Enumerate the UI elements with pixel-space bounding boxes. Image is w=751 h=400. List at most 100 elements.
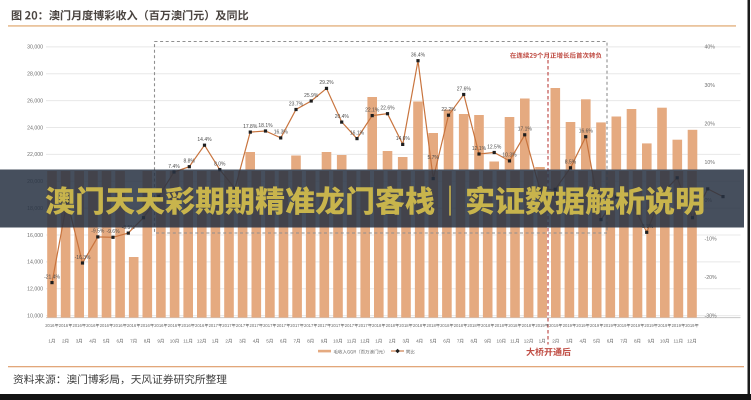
svg-text:12: 12 [197, 339, 203, 344]
svg-text:30,000: 30,000 [27, 45, 43, 51]
svg-text:2016: 2016 [45, 323, 55, 328]
svg-text:2016: 2016 [127, 323, 137, 328]
svg-text:2018: 2018 [399, 323, 409, 328]
svg-text:10: 10 [333, 339, 339, 344]
svg-text:2017: 2017 [209, 323, 219, 328]
svg-text:20.4%: 20.4% [335, 114, 350, 120]
svg-text:22.2%: 22.2% [441, 107, 456, 113]
svg-text:2018: 2018 [413, 323, 423, 328]
svg-text:8: 8 [471, 339, 474, 344]
svg-text:2018: 2018 [372, 323, 382, 328]
svg-text:2016: 2016 [113, 323, 123, 328]
svg-text:12.5%: 12.5% [487, 144, 502, 150]
svg-text:-30%: -30% [705, 313, 717, 319]
svg-text:2018: 2018 [440, 323, 450, 328]
svg-text:2019: 2019 [549, 323, 559, 328]
svg-text:17.1%: 17.1% [518, 127, 533, 133]
svg-text:1: 1 [375, 339, 378, 344]
svg-text:2018: 2018 [454, 323, 464, 328]
svg-text:4: 4 [253, 339, 256, 344]
svg-text:3: 3 [566, 339, 569, 344]
svg-text:40%: 40% [705, 45, 716, 51]
svg-text:2019: 2019 [672, 323, 682, 328]
svg-text:-9.5%: -9.5% [91, 229, 105, 235]
svg-text:22.6%: 22.6% [380, 106, 395, 112]
svg-text:8.5%: 8.5% [565, 160, 577, 166]
svg-text:1: 1 [48, 339, 51, 344]
svg-text:2016: 2016 [168, 323, 178, 328]
svg-text:9: 9 [648, 339, 651, 344]
svg-text:9: 9 [157, 339, 160, 344]
svg-text:23.7%: 23.7% [289, 101, 304, 107]
svg-text:14,000: 14,000 [27, 260, 43, 266]
svg-text:14.6%: 14.6% [396, 136, 411, 142]
svg-text:2018: 2018 [508, 323, 518, 328]
svg-text:4: 4 [416, 339, 419, 344]
svg-text:2019: 2019 [563, 323, 573, 328]
svg-text:7.4%: 7.4% [168, 164, 180, 170]
svg-text:27.6%: 27.6% [457, 86, 472, 92]
svg-text:8: 8 [307, 339, 310, 344]
svg-text:10: 10 [170, 339, 176, 344]
svg-text:2017: 2017 [318, 323, 328, 328]
svg-text:11: 11 [510, 339, 515, 344]
svg-text:3: 3 [76, 339, 79, 344]
svg-text:5: 5 [593, 339, 596, 344]
svg-text:2016: 2016 [195, 323, 205, 328]
svg-text:8.8%: 8.8% [183, 159, 195, 165]
svg-text:22.1%: 22.1% [365, 107, 380, 113]
svg-text:7: 7 [294, 339, 297, 344]
svg-text:10%: 10% [705, 160, 716, 166]
svg-text:25.9%: 25.9% [304, 93, 319, 99]
svg-text:2017: 2017 [331, 323, 341, 328]
svg-text:30%: 30% [705, 83, 716, 89]
svg-text:2018: 2018 [427, 323, 437, 328]
svg-text:16.6%: 16.6% [579, 129, 594, 135]
svg-text:16,000: 16,000 [27, 233, 43, 239]
svg-text:5: 5 [430, 339, 433, 344]
svg-text:5: 5 [266, 339, 269, 344]
svg-text:2019: 2019 [685, 323, 695, 328]
svg-text:7: 7 [620, 339, 623, 344]
svg-text:8.0%: 8.0% [214, 162, 226, 168]
svg-text:-21.4%: -21.4% [44, 274, 60, 280]
svg-text:8: 8 [634, 339, 637, 344]
svg-text:2019: 2019 [644, 323, 654, 328]
svg-text:2019: 2019 [658, 323, 668, 328]
svg-text:16.1%: 16.1% [350, 130, 365, 136]
svg-text:11: 11 [183, 339, 188, 344]
svg-text:12: 12 [687, 339, 693, 344]
svg-text:2018: 2018 [386, 323, 396, 328]
svg-text:2: 2 [552, 339, 555, 344]
svg-text:10,000: 10,000 [27, 313, 43, 319]
svg-text:2016: 2016 [181, 323, 191, 328]
svg-text:2019: 2019 [535, 323, 545, 328]
svg-text:7: 7 [457, 339, 460, 344]
svg-text:2016: 2016 [86, 323, 96, 328]
svg-text:6: 6 [443, 339, 446, 344]
svg-text:2017: 2017 [345, 323, 355, 328]
svg-text:7: 7 [130, 339, 133, 344]
svg-text:12: 12 [524, 339, 530, 344]
svg-text:2019: 2019 [631, 323, 641, 328]
svg-text:11: 11 [674, 339, 679, 344]
svg-text:3: 3 [403, 339, 406, 344]
svg-text:28,000: 28,000 [27, 72, 43, 78]
svg-text:12.1%: 12.1% [472, 146, 487, 152]
svg-text:2017: 2017 [290, 323, 300, 328]
svg-text:2016: 2016 [100, 323, 110, 328]
svg-text:8: 8 [144, 339, 147, 344]
svg-text:29.2%: 29.2% [319, 80, 334, 86]
svg-text:16.3%: 16.3% [274, 130, 289, 136]
svg-text:1: 1 [539, 339, 542, 344]
svg-text:1: 1 [212, 339, 215, 344]
svg-text:12,000: 12,000 [27, 287, 43, 293]
svg-text:6: 6 [117, 339, 120, 344]
svg-text:24,000: 24,000 [27, 125, 43, 131]
svg-text:2: 2 [62, 339, 65, 344]
svg-text:26,000: 26,000 [27, 98, 43, 104]
svg-text:9: 9 [321, 339, 324, 344]
svg-text:20%: 20% [705, 122, 716, 128]
svg-text:14.4%: 14.4% [197, 137, 212, 143]
svg-text:2016: 2016 [154, 323, 164, 328]
